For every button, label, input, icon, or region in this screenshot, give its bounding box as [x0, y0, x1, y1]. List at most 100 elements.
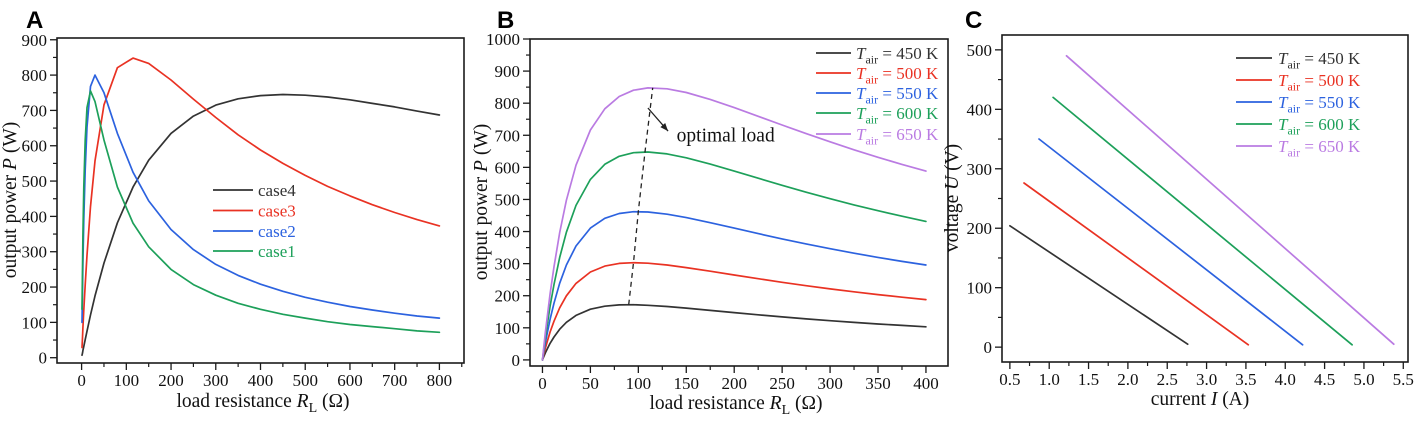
x-tick-label: 300	[817, 374, 843, 393]
x-tick-label: 400	[248, 371, 274, 390]
y-tick-label: 700	[495, 126, 521, 145]
y-tick-label: 300	[22, 243, 48, 262]
curve-A-case1	[81, 90, 441, 334]
x-tick-label: 4.5	[1314, 370, 1335, 389]
y-tick-label: 800	[495, 94, 521, 113]
y-tick-label: 500	[495, 190, 521, 209]
x-axis-label-C: current I (A)	[1151, 389, 1250, 410]
curve-B-tair-450k	[541, 303, 927, 361]
x-tick-label: 400	[913, 374, 939, 393]
y-tick-label: 400	[495, 223, 521, 242]
legend-label-case3: case3	[258, 202, 296, 221]
plot-frame-B	[529, 38, 949, 367]
x-tick-label: 50	[582, 374, 599, 393]
curve-B-tair-600k	[541, 151, 927, 361]
legend-label-tair-650k: Tair = 650 K	[856, 125, 939, 147]
curve-C-tair-650k	[1065, 54, 1395, 346]
x-tick-label: 2.5	[1157, 370, 1178, 389]
panel-letter-B: B	[497, 7, 514, 34]
curve-A-case3	[81, 57, 441, 349]
curve-C-tair-500k	[1023, 182, 1250, 346]
x-tick-label: 700	[382, 371, 408, 390]
y-axis-label-A: output power P (W)	[0, 122, 21, 279]
x-tick-label: 100	[114, 371, 140, 390]
legend-label-tair-500k: Tair = 500 K	[1278, 71, 1361, 93]
y-tick-label: 300	[967, 160, 993, 179]
x-tick-label: 800	[427, 371, 453, 390]
curve-C-tair-550k	[1038, 138, 1304, 346]
curve-C-tair-600k	[1052, 96, 1353, 346]
curve-A-case4	[81, 93, 441, 357]
y-tick-label: 400	[22, 207, 48, 226]
x-tick-label: 200	[158, 371, 184, 390]
y-tick-label: 0	[984, 338, 993, 357]
x-tick-label: 0	[538, 374, 547, 393]
y-tick-label: 0	[39, 349, 48, 368]
panel-B: B 0 50 100 150 200 250 300 350 400 0 100 200 300 400 50…	[471, 7, 949, 418]
optimal-load-label: optimal load	[677, 125, 775, 146]
x-tick-label: 150	[674, 374, 700, 393]
y-tick-label: 500	[22, 172, 48, 191]
legend-label-tair-650k: Tair = 650 K	[1278, 137, 1361, 159]
y-axis-label-B: output power P (W)	[471, 124, 492, 281]
y-tick-label: 900	[22, 31, 48, 50]
x-tick-label: 0	[77, 371, 86, 390]
x-axis-label-B: load resistance RL (Ω)	[649, 393, 822, 418]
x-tick-label: 500	[292, 371, 318, 390]
legend-label-tair-450k: Tair = 450 K	[1278, 49, 1361, 71]
panel-A: A 0 100 200 300 400 500 600 700 800 0 100 200 300 400 5…	[0, 7, 465, 416]
optimal-load-dashline	[628, 87, 654, 305]
legend-label-tair-450k: Tair = 450 K	[856, 44, 939, 66]
curve-B-tair-500k	[541, 261, 927, 361]
curve-B-tair-550k	[541, 210, 927, 361]
panel-letter-A: A	[26, 7, 43, 34]
panel-letter-C: C	[965, 7, 982, 34]
y-axis-label-C: voltage U (V)	[942, 144, 963, 252]
x-tick-label: 1.0	[1039, 370, 1060, 389]
legend-label-case2: case2	[258, 222, 296, 241]
x-axis-label-A: load resistance RL (Ω)	[176, 391, 349, 416]
legend-label-case4: case4	[258, 181, 296, 200]
legend-label-tair-600k: Tair = 600 K	[856, 104, 939, 126]
y-tick-label: 0	[512, 351, 521, 370]
y-tick-label: 100	[967, 279, 993, 298]
y-tick-label: 900	[495, 62, 521, 81]
legend-label-tair-550k: Tair = 550 K	[856, 84, 939, 106]
y-tick-label: 300	[495, 255, 521, 274]
x-tick-label: 3.0	[1196, 370, 1217, 389]
x-tick-label: 4.0	[1275, 370, 1296, 389]
curve-B-tair-650k	[541, 87, 927, 361]
y-tick-label: 1000	[486, 30, 520, 49]
x-tick-label: 5.0	[1353, 370, 1374, 389]
x-tick-label: 0.5	[999, 370, 1020, 389]
x-tick-label: 350	[865, 374, 891, 393]
legend-label-tair-550k: Tair = 550 K	[1278, 93, 1361, 115]
x-tick-label: 300	[203, 371, 229, 390]
x-tick-label: 100	[626, 374, 652, 393]
optimal-load-arrowhead	[660, 122, 669, 132]
y-tick-label: 800	[22, 66, 48, 85]
legend-label-tair-500k: Tair = 500 K	[856, 64, 939, 86]
y-tick-label: 600	[495, 158, 521, 177]
x-tick-label: 600	[337, 371, 363, 390]
x-tick-label: 1.5	[1078, 370, 1099, 389]
y-tick-label: 400	[967, 100, 993, 119]
x-tick-label: 250	[769, 374, 795, 393]
y-tick-label: 200	[495, 287, 521, 306]
y-tick-label: 600	[22, 137, 48, 156]
y-tick-label: 100	[22, 313, 48, 332]
y-tick-label: 100	[495, 319, 521, 338]
x-tick-label: 2.0	[1117, 370, 1138, 389]
curve-A-case2	[81, 74, 441, 324]
x-tick-label: 5.5	[1393, 370, 1414, 389]
y-tick-label: 200	[22, 278, 48, 297]
curve-C-tair-450k	[1009, 224, 1189, 346]
y-tick-label: 200	[967, 219, 993, 238]
y-tick-label: 500	[967, 41, 993, 60]
x-tick-label: 3.5	[1235, 370, 1256, 389]
